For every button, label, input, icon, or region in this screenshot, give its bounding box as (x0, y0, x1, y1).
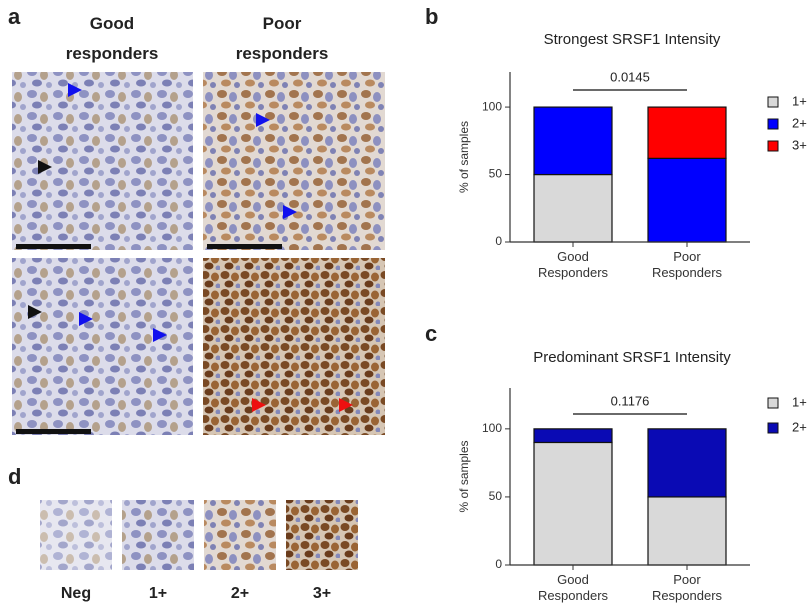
micrograph (12, 258, 193, 435)
bar-segment (647, 106, 727, 159)
column-header: Good responders (66, 14, 159, 63)
micrograph (286, 500, 358, 570)
y-tick-label: 50 (489, 167, 503, 181)
bar-segment (647, 157, 727, 243)
bar-segment (533, 428, 613, 444)
legend-label: 2+ (792, 419, 807, 434)
legend-label: 3+ (792, 137, 807, 152)
y-tick-label: 100 (482, 99, 502, 113)
panel-label: c (425, 321, 437, 346)
legend-swatch (767, 96, 779, 108)
x-tick-label: Poor Responders (652, 249, 723, 280)
legend-label: 1+ (792, 93, 807, 108)
chart-title: Strongest SRSF1 Intensity (544, 31, 721, 48)
scale-bar (207, 244, 282, 249)
y-tick-label: 0 (495, 557, 502, 571)
arrow (153, 328, 167, 342)
p-value: 0.0145 (610, 69, 650, 84)
y-tick-label: 50 (489, 489, 503, 503)
bar-segment (647, 496, 727, 566)
micrograph (203, 72, 385, 250)
micrograph (204, 500, 276, 570)
panel-label: d (8, 464, 21, 489)
arrow (38, 160, 52, 174)
intensity-label: 3+ (313, 585, 331, 602)
panel-d-images (40, 500, 358, 570)
legend-label: 2+ (792, 115, 807, 130)
panel-label: b (425, 4, 438, 29)
arrow (28, 305, 42, 319)
legend-label: 1+ (792, 394, 807, 409)
bar-segment (533, 441, 613, 566)
arrow (79, 312, 93, 326)
micrograph (122, 500, 194, 570)
arrow (283, 205, 297, 219)
y-tick-label: 0 (495, 234, 502, 248)
arrow (256, 113, 270, 127)
x-tick-label: Poor Responders (652, 572, 723, 603)
scale-bar (16, 429, 91, 434)
bar-segment (533, 106, 613, 176)
legend-swatch (767, 422, 779, 434)
arrow (252, 398, 266, 412)
intensity-label: 1+ (149, 585, 167, 602)
x-tick-label: Good Responders (538, 572, 609, 603)
arrow (339, 398, 353, 412)
y-axis-label: % of samples (457, 121, 471, 193)
chart-title: Predominant SRSF1 Intensity (533, 349, 731, 366)
intensity-label: 2+ (231, 585, 249, 602)
y-tick-label: 100 (482, 421, 502, 435)
micrograph (12, 72, 193, 250)
scale-bar (16, 244, 91, 249)
bar-segment (533, 173, 613, 243)
column-header: Poor responders (236, 14, 329, 63)
arrow (68, 83, 82, 97)
panel-label: a (8, 4, 21, 29)
micrograph (203, 258, 385, 435)
legend-swatch (767, 140, 779, 152)
micrograph (40, 500, 112, 570)
legend-swatch (767, 118, 779, 130)
intensity-label: Neg (61, 585, 91, 602)
legend-swatch (767, 397, 779, 409)
micrographs (12, 72, 385, 435)
bar-segment (647, 428, 727, 498)
y-axis-label: % of samples (457, 440, 471, 512)
x-tick-label: Good Responders (538, 249, 609, 280)
p-value: 0.1176 (611, 393, 650, 408)
